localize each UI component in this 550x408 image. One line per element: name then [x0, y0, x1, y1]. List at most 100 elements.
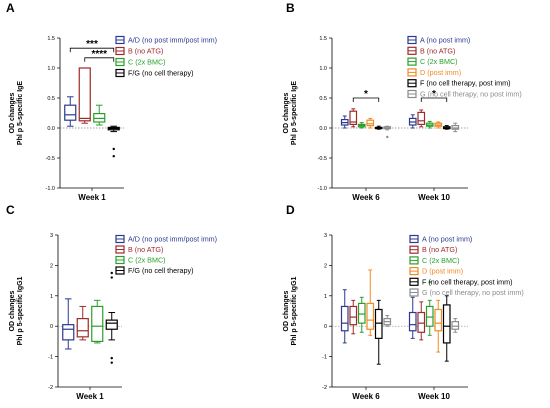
x-category-label: Week 10 [418, 392, 450, 401]
box-b-1-2 [425, 120, 434, 129]
legend-label: G (no cell therapy, no post imm) [420, 90, 522, 99]
outlier-point [112, 155, 115, 158]
box-a-0-0 [64, 96, 77, 127]
box-d-0-1 [349, 299, 358, 335]
significance-label: **** [91, 49, 107, 60]
box-iqr [425, 305, 434, 327]
legend: A (no post imm)B (no ATG) C (2x BMC) D (po… [409, 235, 524, 297]
y-tick-label: -2 [322, 385, 327, 391]
y-axis-title-line: Phl p 5-specific IgG1 [291, 276, 298, 345]
y-tick-label: -1.0 [46, 186, 55, 192]
panel-letter: B [286, 1, 295, 15]
box-iqr [374, 308, 383, 339]
y-axis-title-line: OD changes [283, 92, 290, 133]
legend-label: D (post imm) [422, 267, 463, 276]
legend-label: C (2x BMC) [128, 256, 166, 265]
outlier-point [110, 356, 113, 360]
y-tick-label: 1.0 [319, 66, 327, 72]
y-axis-title-line: OD changes [9, 290, 16, 331]
y-tick-label: 2 [50, 263, 53, 269]
y-tick-label: -1.0 [318, 186, 327, 192]
y-tick-label: 0 [324, 324, 327, 330]
significance-bracket: *** [69, 39, 115, 53]
y-axis-title-line: Phl p 5-specific IgG1 [17, 276, 24, 345]
legend-label: A (no post imm) [420, 36, 470, 45]
box-iqr [349, 110, 358, 125]
legend-item: F (no cell therapy, post imm) [407, 79, 511, 88]
legend-item: D (post imm) [409, 267, 463, 276]
box-d-1-3 [434, 299, 443, 353]
bracket-line [420, 97, 448, 102]
legend-label: D (post imm) [420, 68, 461, 77]
box-b-0-4 [374, 125, 383, 130]
legend-label: A/D (no post imm/post imm) [128, 235, 217, 244]
box-b-0-5 [383, 125, 392, 139]
legend: A/D (no post imm/post imm)B (no ATG) C (2… [115, 235, 217, 275]
y-tick-label: 1 [324, 294, 327, 300]
legend-item: F (no cell therapy, post imm) [409, 277, 513, 286]
legend-label: F/G (no cell therapy) [128, 69, 194, 78]
y-axis-title-line: Phl p 5-specific IgE [291, 81, 298, 146]
box-iqr [366, 302, 375, 330]
legend-label: C (2x BMC) [128, 58, 166, 67]
box-iqr [366, 119, 375, 127]
box-d-0-5 [383, 315, 392, 327]
legend-item: D (post imm) [407, 68, 461, 77]
box-iqr [340, 305, 349, 332]
significance-bracket: * [352, 89, 380, 102]
significance-label: * [432, 89, 436, 100]
legend-item: B (no ATG) [407, 46, 455, 55]
significance-bracket: * [420, 89, 448, 102]
legend-label: B (no ATG) [420, 46, 455, 55]
box-d-0-4 [374, 299, 383, 365]
legend-label: F (no cell therapy, post imm) [422, 277, 513, 286]
box-iqr [62, 324, 75, 341]
box-iqr [78, 67, 91, 122]
panel-c: C OD changes Phl p 5-specific IgG1 -2 -1 0 1 2 3… [6, 203, 217, 401]
legend-label: F (no cell therapy, post imm) [420, 79, 511, 88]
panel-letter: C [6, 203, 15, 217]
box-b-0-0 [340, 115, 349, 129]
panel-a: A OD changes Phl p 5-specific IgE -1.0 -0.5 0… [6, 1, 217, 202]
box-iqr [76, 318, 89, 338]
bracket-line [84, 57, 115, 62]
legend-label: B (no ATG) [128, 245, 163, 254]
box-d-1-1 [417, 301, 426, 341]
y-axis-title-line: Phl p 5-specific IgE [17, 81, 24, 146]
legend-label: B (no ATG) [128, 47, 163, 56]
legend-item: G (no cell therapy, no post imm) [407, 90, 522, 99]
box-a-0-3 [107, 125, 120, 158]
box-c-0-3 [105, 271, 118, 364]
box-iqr [105, 319, 118, 330]
legend-item: B (no ATG) [115, 47, 163, 56]
box-c-0-0 [62, 298, 75, 350]
y-axis-title-line: OD changes [283, 290, 290, 331]
x-category-label: Week 10 [418, 193, 450, 202]
outlier-point [110, 276, 113, 279]
legend-label: A/D (no post imm/post imm) [128, 36, 217, 45]
legend: A (no post imm)B (no ATG) C (2x BMC) D (po… [407, 36, 522, 99]
legend-label: C (2x BMC) [422, 256, 460, 265]
box-b-1-4 [442, 125, 451, 130]
legend-item: C (2x BMC) [115, 256, 166, 265]
y-tick-label: -0.5 [318, 156, 327, 162]
box-iqr [451, 321, 460, 330]
box-b-0-1 [349, 108, 358, 128]
box-b-0-3 [366, 117, 375, 129]
legend-label: A (no post imm) [422, 235, 472, 244]
box-iqr [442, 304, 451, 344]
box-d-0-3 [366, 269, 375, 336]
outlier-point [386, 135, 389, 139]
y-tick-label: -1 [322, 355, 327, 361]
box-d-1-0 [408, 296, 417, 339]
y-tick-label: 0.5 [47, 96, 55, 102]
legend-label: C (2x BMC) [420, 57, 458, 66]
legend-item: C (2x BMC) [407, 57, 458, 66]
legend-item: A (no post imm) [409, 235, 472, 244]
box-iqr [417, 111, 426, 126]
box-iqr [417, 311, 426, 333]
legend-label: G (no cell therapy, no post imm) [422, 288, 524, 297]
y-tick-label: 1.0 [47, 66, 55, 72]
legend-item: G (no cell therapy, no post imm) [409, 288, 524, 297]
